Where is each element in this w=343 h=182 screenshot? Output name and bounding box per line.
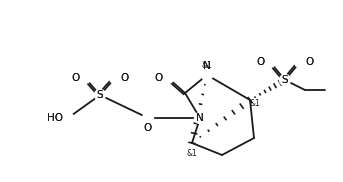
Text: &1: &1 [202,60,212,70]
Text: N: N [196,113,204,123]
Circle shape [264,56,275,68]
Text: &1: &1 [250,98,260,108]
Text: O: O [120,73,128,83]
Text: O: O [305,57,313,67]
Text: HO: HO [47,113,63,123]
Text: N: N [196,113,204,123]
Text: O: O [257,57,265,67]
Circle shape [295,56,306,68]
Text: S: S [97,90,103,100]
Circle shape [80,72,91,84]
Circle shape [95,90,106,100]
Text: O: O [144,123,152,133]
Circle shape [280,74,291,86]
Text: O: O [257,57,265,67]
Text: S: S [282,75,288,85]
Circle shape [194,112,205,124]
Circle shape [142,112,154,124]
Text: &1: &1 [187,149,197,157]
Text: S: S [97,90,103,100]
Text: O: O [72,73,80,83]
Text: O: O [120,73,128,83]
Circle shape [201,70,213,80]
Text: N: N [203,61,211,71]
Circle shape [109,72,120,84]
Text: O: O [72,73,80,83]
Text: O: O [144,123,152,133]
Circle shape [163,72,174,84]
Text: O: O [155,73,163,83]
Text: N: N [203,61,211,71]
Text: HO: HO [47,113,63,123]
Circle shape [62,112,73,124]
Text: O: O [155,73,163,83]
Text: O: O [305,57,313,67]
Text: S: S [282,75,288,85]
